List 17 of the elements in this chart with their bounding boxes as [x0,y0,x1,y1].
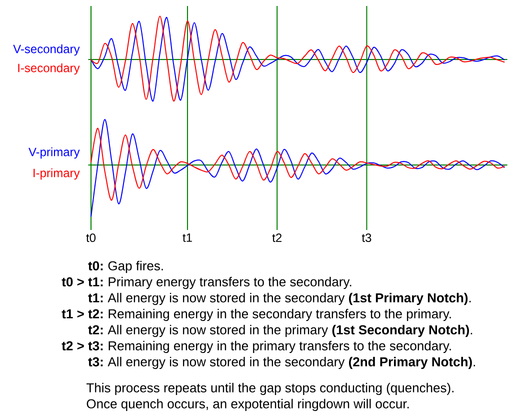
text: Once quench occurs, an expotential ringdown will occur. [86,398,409,412]
series-label: I-secondary [18,63,80,75]
text: t0 > t1: Primary energy transfers to the secondary. [62,276,352,290]
text: t2 > t3: Remaining energy in the primary transfers to the secondary. [62,340,451,354]
text: t0: Gap fires. [88,260,163,274]
text: t2: All energy is now stored in the primary (1st Secondary Notch). [88,324,472,338]
series-label: I-primary [34,168,80,180]
x-tick-label: t2 [272,234,282,242]
x-tick-label: t1 [182,234,192,242]
series-label: V-primary [28,147,80,159]
x-tick-label: t0 [86,234,96,242]
text: This process repeats until the gap stops conducting (quenches). [86,382,454,396]
x-tick-label: t3 [362,234,372,242]
text: t1: All energy is now stored in the secondary (1st Primary Notch). [88,292,471,306]
series-label: V-secondary [13,44,80,56]
text: t1 > t2: Remaining energy in the secondary transfers to the primary. [62,308,451,322]
text: t3: All energy is now stored in the secondary (2nd Primary Notch). [88,356,475,370]
